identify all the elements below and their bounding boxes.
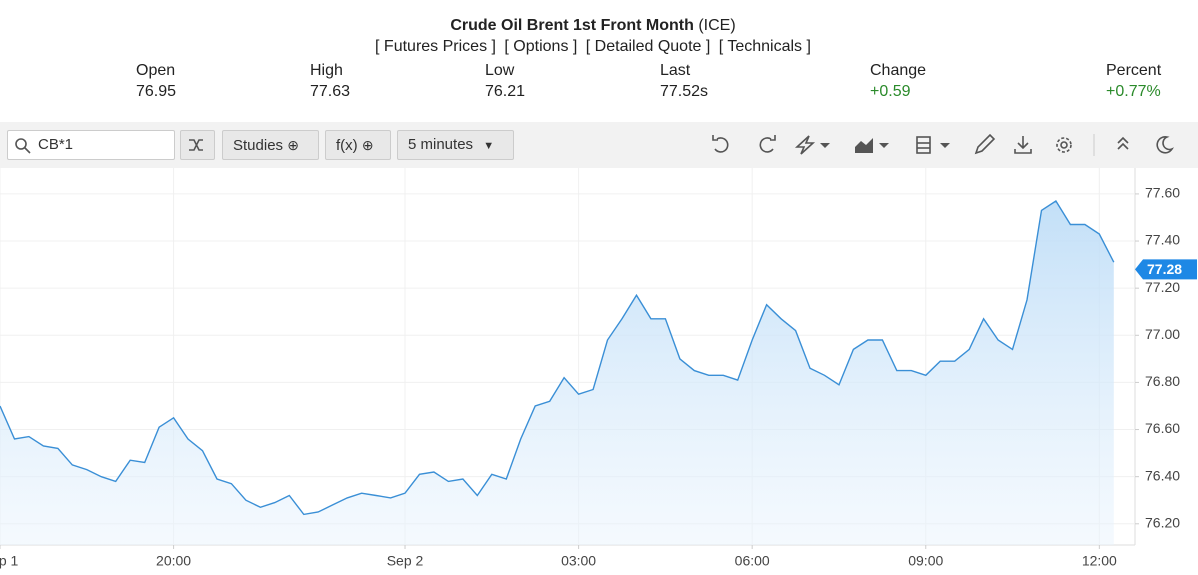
compare-button[interactable] — [180, 130, 215, 160]
y-tick-label: 76.20 — [1145, 514, 1180, 530]
caret — [940, 143, 950, 148]
last-price-label: 77.28 — [1147, 261, 1182, 277]
stat-label: Open — [136, 62, 176, 79]
plus-icon: ⊕ — [361, 137, 374, 153]
stat-value: +0.77% — [1106, 83, 1161, 100]
caret — [879, 143, 889, 148]
interval-select[interactable]: 5 minutes ▼ — [397, 130, 514, 160]
x-tick-label: 12:00 — [1082, 553, 1117, 569]
settings-icon[interactable] — [1060, 141, 1068, 149]
search-icon — [15, 138, 31, 154]
toolbar-icons — [712, 133, 1174, 156]
instrument-name: Crude Oil Brent 1st Front Month — [450, 17, 694, 34]
y-tick-label: 77.00 — [1145, 326, 1180, 342]
quote-links: [ Futures Prices ] [ Options ] [ Detaile… — [0, 38, 1186, 56]
exchange: (ICE) — [698, 17, 736, 34]
shuffle-icon — [189, 139, 203, 151]
area — [0, 201, 1114, 545]
caret — [820, 143, 830, 148]
y-tick-label: 76.60 — [1145, 420, 1180, 436]
link[interactable]: [ Detailed Quote ] — [585, 38, 711, 55]
stat: Percent +0.77% — [1106, 60, 1161, 102]
x-tick-label: 03:00 — [561, 553, 596, 569]
stat: Change +0.59 — [870, 60, 926, 102]
x-tick-label: 09:00 — [908, 553, 943, 569]
stat: Open 76.95 — [136, 60, 176, 102]
y-tick-label: 76.40 — [1145, 467, 1180, 483]
plus-icon: ⊕ — [287, 137, 299, 153]
y-tick-label: 77.20 — [1145, 279, 1180, 295]
stat-label: Last — [660, 62, 691, 79]
chart-type-icon[interactable] — [855, 138, 873, 153]
price-line — [0, 200, 1115, 516]
x-tick-label: 06:00 — [735, 553, 770, 569]
toolbar: CB*1 Studies ⊕ f(x) ⊕ 5 minutes ▼ — [0, 122, 1198, 168]
stat-value: 76.95 — [136, 83, 177, 100]
stat-value: 76.21 — [485, 83, 526, 100]
y-tick-label: 76.80 — [1145, 373, 1180, 389]
stat: Last 77.52s — [660, 60, 708, 102]
link[interactable]: [ Futures Prices ] — [375, 38, 496, 55]
stat-label: Change — [870, 62, 927, 79]
undo-icon[interactable] — [712, 135, 729, 153]
template-icon[interactable] — [916, 136, 931, 154]
button-label: Studies — [233, 137, 284, 154]
y-tick-label: 77.60 — [1145, 185, 1180, 201]
link[interactable]: [ Technicals ] — [718, 38, 811, 55]
fx-button[interactable]: f(x) ⊕ — [325, 130, 391, 160]
stat-label: Low — [485, 62, 515, 79]
quote-title: Crude Oil Brent 1st Front Month (ICE) — [0, 17, 1186, 35]
collapse-icon[interactable] — [1117, 136, 1129, 150]
stat: High 77.63 — [310, 60, 350, 102]
flash-icon[interactable] — [794, 135, 816, 155]
caret: ▼ — [483, 140, 495, 152]
link[interactable]: [ Options ] — [504, 38, 578, 55]
stat-label: High — [310, 62, 343, 79]
theme-icon[interactable] — [1156, 136, 1174, 154]
y-tick-label: 77.40 — [1145, 232, 1180, 248]
last-price-badge — [1135, 259, 1197, 280]
stat-value: +0.59 — [870, 83, 911, 100]
button-label: 5 minutes — [408, 136, 474, 153]
draw-icon[interactable] — [974, 133, 996, 155]
studies-button[interactable]: Studies ⊕ — [222, 130, 319, 160]
x-tick-label: 20:00 — [156, 553, 191, 569]
x-tick-label: Sep 1 — [0, 553, 19, 569]
x-tick-label: Sep 2 — [387, 553, 424, 569]
stat-value: 77.63 — [310, 83, 351, 100]
stat: Low 76.21 — [485, 60, 525, 102]
button-label: f(x) — [336, 137, 358, 154]
stat-label: Percent — [1106, 62, 1162, 79]
symbol-search[interactable]: CB*1 — [7, 130, 175, 160]
stat-value: 77.52s — [660, 83, 709, 100]
download-icon[interactable] — [1014, 136, 1032, 154]
chart: 76.20 76.40 76.60 76.80 77.00 77.20 77.40 77.60… — [0, 168, 1197, 569]
redo-icon[interactable] — [759, 135, 776, 153]
